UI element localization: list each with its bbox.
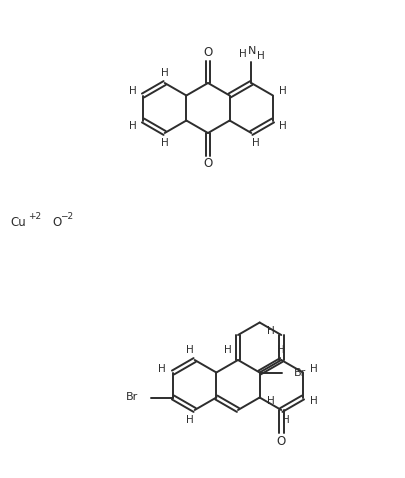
Text: H: H [279, 120, 287, 130]
Text: H: H [129, 86, 137, 96]
Text: H: H [224, 345, 232, 355]
Text: H: H [258, 51, 265, 61]
Text: H: H [252, 138, 260, 148]
Text: H: H [267, 396, 275, 406]
Text: O: O [52, 216, 61, 228]
Text: +2: +2 [28, 211, 41, 220]
Text: H: H [161, 138, 168, 148]
Text: H: H [279, 86, 287, 96]
Text: O: O [203, 46, 213, 59]
Text: H: H [282, 415, 290, 425]
Text: H: H [158, 363, 166, 373]
Text: Br: Br [294, 368, 307, 378]
Text: N: N [248, 46, 256, 56]
Text: −2: −2 [60, 211, 73, 220]
Text: Br: Br [126, 392, 139, 402]
Text: H: H [267, 326, 275, 336]
Text: H: H [239, 49, 247, 59]
Text: O: O [203, 157, 213, 170]
Text: H: H [186, 415, 194, 425]
Text: O: O [277, 435, 286, 448]
Text: H: H [310, 363, 318, 373]
Text: H: H [310, 396, 318, 406]
Text: H: H [186, 345, 194, 355]
Text: H: H [277, 345, 285, 355]
Text: H: H [129, 120, 137, 130]
Text: Cu: Cu [10, 216, 26, 228]
Text: H: H [161, 68, 168, 78]
